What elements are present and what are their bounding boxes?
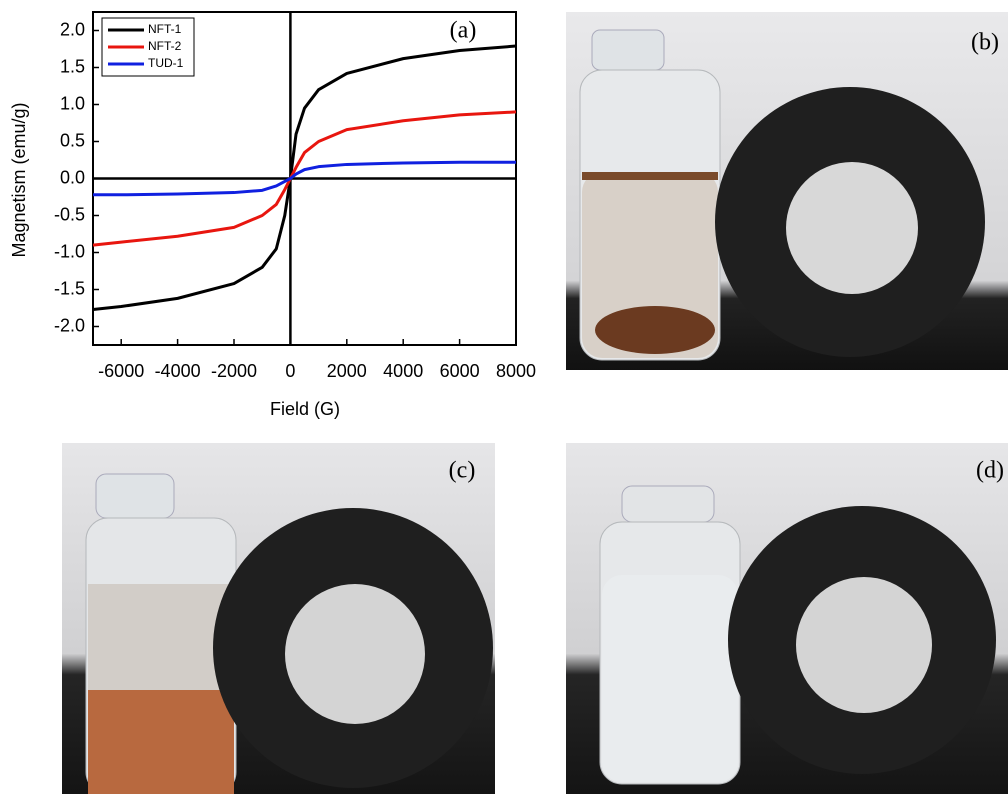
legend-label: NFT-1 [148,22,182,36]
x-tick-label: 4000 [383,361,423,381]
vial-neck [622,486,714,522]
x-tick-label: 8000 [496,361,536,381]
magnet-hole [786,162,918,294]
y-tick-label: -0.5 [54,204,85,224]
y-tick-label: -2.0 [54,315,85,335]
sediment [88,690,234,794]
vial-neck [96,474,174,518]
x-axis-label: Field (G) [270,399,340,419]
y-axis-label: Magnetism (emu/g) [9,102,29,257]
legend-label: NFT-2 [148,39,182,53]
y-tick-label: -1.0 [54,241,85,261]
photo-c: (c) [62,443,495,794]
x-tick-label: -6000 [98,361,144,381]
panel-label: (b) [971,30,999,56]
figure: (b) (c) (d) (a) Field (G) Magnetism (emu… [0,0,1008,794]
panel-label: (c) [449,458,476,484]
y-tick-label: 1.0 [60,93,85,113]
y-tick-label: 0.0 [60,167,85,187]
vial-neck [592,30,664,70]
sediment-ring [582,172,718,180]
y-tick-label: -1.5 [54,278,85,298]
x-tick-label: 0 [285,361,295,381]
magnet-hole [285,584,425,724]
panel-label: (d) [976,458,1004,484]
annotation: (a) [450,18,477,44]
legend-label: TUD-1 [148,56,184,70]
x-tick-label: -4000 [155,361,201,381]
photo-b: (b) [566,12,1008,370]
y-tick-label: 2.0 [60,19,85,39]
photo-d: (d) [566,443,1008,794]
y-tick-label: 1.5 [60,56,85,76]
sediment [595,306,715,354]
x-tick-label: 2000 [327,361,367,381]
chart: (a) Field (G) Magnetism (emu/g) -6000 -40… [9,12,536,419]
x-tick-label: -2000 [211,361,257,381]
liquid [602,575,738,782]
y-tick-label: 0.5 [60,130,85,150]
x-tick-label: 6000 [440,361,480,381]
magnet-hole [796,577,932,713]
